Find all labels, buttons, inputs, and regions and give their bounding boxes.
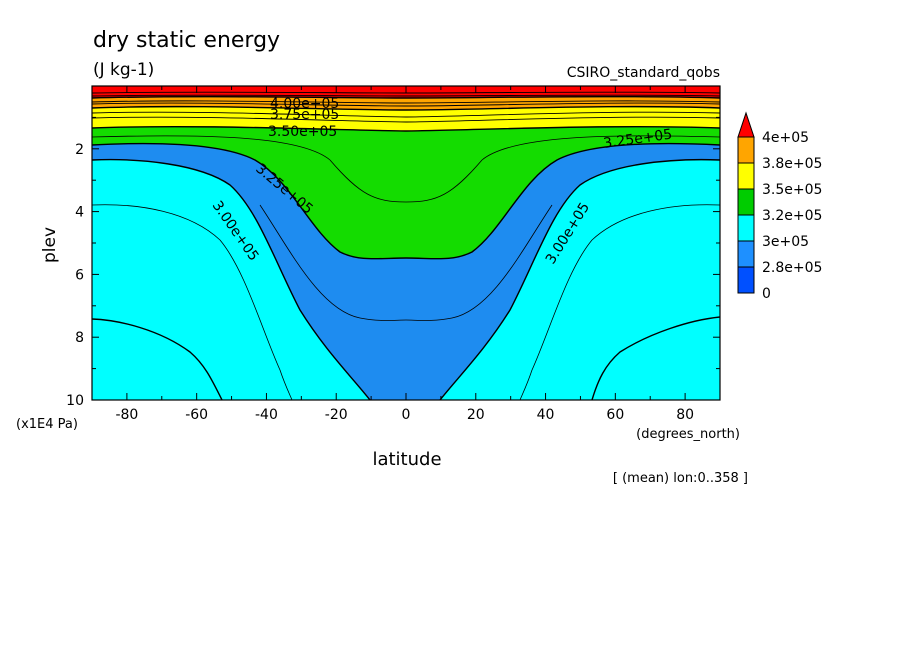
colorbar-label: 2.8e+05 xyxy=(762,260,822,276)
colorbar-label: 0 xyxy=(762,286,771,302)
x-tick-label: -80 xyxy=(115,407,138,423)
contour-3.50e5 xyxy=(92,125,720,132)
x-tick-label: 60 xyxy=(606,407,624,423)
colorbar-segment xyxy=(737,188,755,216)
colorbar-segment xyxy=(737,266,755,294)
x-tick-label: 20 xyxy=(467,407,485,423)
x-tick-label: -20 xyxy=(325,407,348,423)
main-contour-lines xyxy=(92,95,720,400)
colorbar-label: 4e+05 xyxy=(762,130,809,146)
x-axis-label: latitude xyxy=(372,449,441,470)
contour-3.00e5 xyxy=(92,158,720,400)
x-tick-label: -40 xyxy=(255,407,278,423)
y-tick-label: 6 xyxy=(75,267,84,283)
x-tick-label: 80 xyxy=(676,407,694,423)
colorbar-segment xyxy=(737,162,755,190)
x-tick-label: -60 xyxy=(185,407,208,423)
intermediate-contour-lines xyxy=(92,135,720,400)
colorbar: 4e+05 3.8e+05 3.5e+05 3.2e+05 3e+05 2.8e+05 0 xyxy=(737,111,822,302)
x-tick-label: 40 xyxy=(537,407,555,423)
contour-3.25e5 xyxy=(92,142,720,260)
y-axis-ticks: 2 4 6 8 10 xyxy=(66,116,720,409)
y-axis-units: (x1E4 Pa) xyxy=(16,417,78,432)
colorbar-segment xyxy=(737,240,755,268)
footnote: [ (mean) lon:0..358 ] xyxy=(613,471,748,486)
x-tick-label: 0 xyxy=(402,407,411,423)
colorbar-label: 3.8e+05 xyxy=(762,156,822,172)
y-tick-label: 8 xyxy=(75,330,84,346)
contour-label: 3.75e+05 xyxy=(270,107,339,123)
y-tick-label: 10 xyxy=(66,393,84,409)
chart-title: dry static energy xyxy=(93,28,280,53)
colorbar-segment xyxy=(737,136,755,164)
dataset-label: CSIRO_standard_qobs xyxy=(567,65,720,81)
contour-label: 3.50e+05 xyxy=(268,124,337,140)
fill-cyan xyxy=(92,159,720,400)
x-axis-units: (degrees_north) xyxy=(636,427,740,442)
colorbar-arrow xyxy=(737,111,755,138)
contour-4.00e5 xyxy=(92,95,720,99)
fill-green xyxy=(92,86,720,259)
colorbar-label: 3e+05 xyxy=(762,234,809,250)
y-axis-label: plev xyxy=(40,227,60,263)
y-tick-label: 2 xyxy=(75,142,84,158)
contour-2.75e5 xyxy=(92,316,720,400)
contour-3.75e5 xyxy=(92,105,720,111)
colorbar-label: 3.2e+05 xyxy=(762,208,822,224)
y-tick-label: 4 xyxy=(75,205,84,221)
colorbar-label: 3.5e+05 xyxy=(762,182,822,198)
chart-subtitle: (J kg-1) xyxy=(93,60,154,80)
x-axis-ticks: -80 -60 -40 -20 0 20 40 60 80 xyxy=(91,86,721,423)
contour-label: 4.00e+05 xyxy=(270,96,339,112)
colorbar-segment xyxy=(737,214,755,242)
plot-area: 4.00e+05 3.75e+05 3.50e+05 3.25e+05 3.25… xyxy=(92,86,720,400)
